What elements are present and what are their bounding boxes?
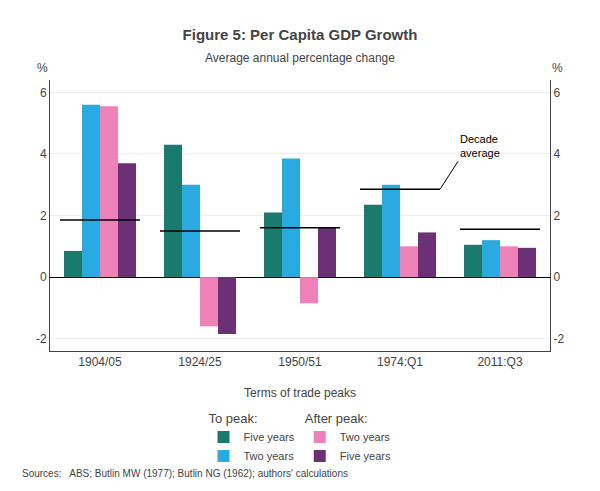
svg-text:Five years: Five years — [340, 450, 391, 462]
svg-text:0: 0 — [40, 270, 47, 284]
svg-text:1924/25: 1924/25 — [178, 355, 222, 369]
svg-text:6: 6 — [553, 86, 560, 100]
svg-text:1974:Q1: 1974:Q1 — [377, 355, 423, 369]
svg-text:Average annual percentage chan: Average annual percentage change — [205, 51, 395, 65]
svg-text:6: 6 — [40, 86, 47, 100]
svg-text:To peak:: To peak: — [209, 411, 258, 426]
svg-text:2011:Q3: 2011:Q3 — [477, 355, 522, 369]
svg-text:-2: -2 — [553, 332, 564, 346]
svg-text:%: % — [552, 61, 563, 75]
svg-text:Figure 5: Per Capita GDP Growt: Figure 5: Per Capita GDP Growth — [183, 26, 418, 43]
svg-text:Sources: ABS; Butlin MW (197: Sources: ABS; Butlin MW (1977); Butlin N… — [22, 468, 348, 479]
svg-text:Five years: Five years — [244, 431, 295, 443]
svg-text:4: 4 — [40, 147, 47, 161]
svg-text:Terms of trade peaks: Terms of trade peaks — [244, 386, 356, 400]
svg-text:After peak:: After peak: — [305, 411, 368, 426]
svg-text:2: 2 — [553, 209, 560, 223]
svg-text:1950/51: 1950/51 — [278, 355, 322, 369]
svg-text:0: 0 — [553, 270, 560, 284]
svg-text:2: 2 — [40, 209, 47, 223]
svg-text:1904/05: 1904/05 — [78, 355, 122, 369]
svg-text:4: 4 — [553, 147, 560, 161]
svg-text:Two years: Two years — [340, 431, 391, 443]
svg-text:%: % — [37, 61, 48, 75]
svg-text:Two years: Two years — [244, 450, 295, 462]
svg-text:Decadeaverage: Decadeaverage — [460, 133, 500, 159]
svg-text:-2: -2 — [36, 332, 47, 346]
